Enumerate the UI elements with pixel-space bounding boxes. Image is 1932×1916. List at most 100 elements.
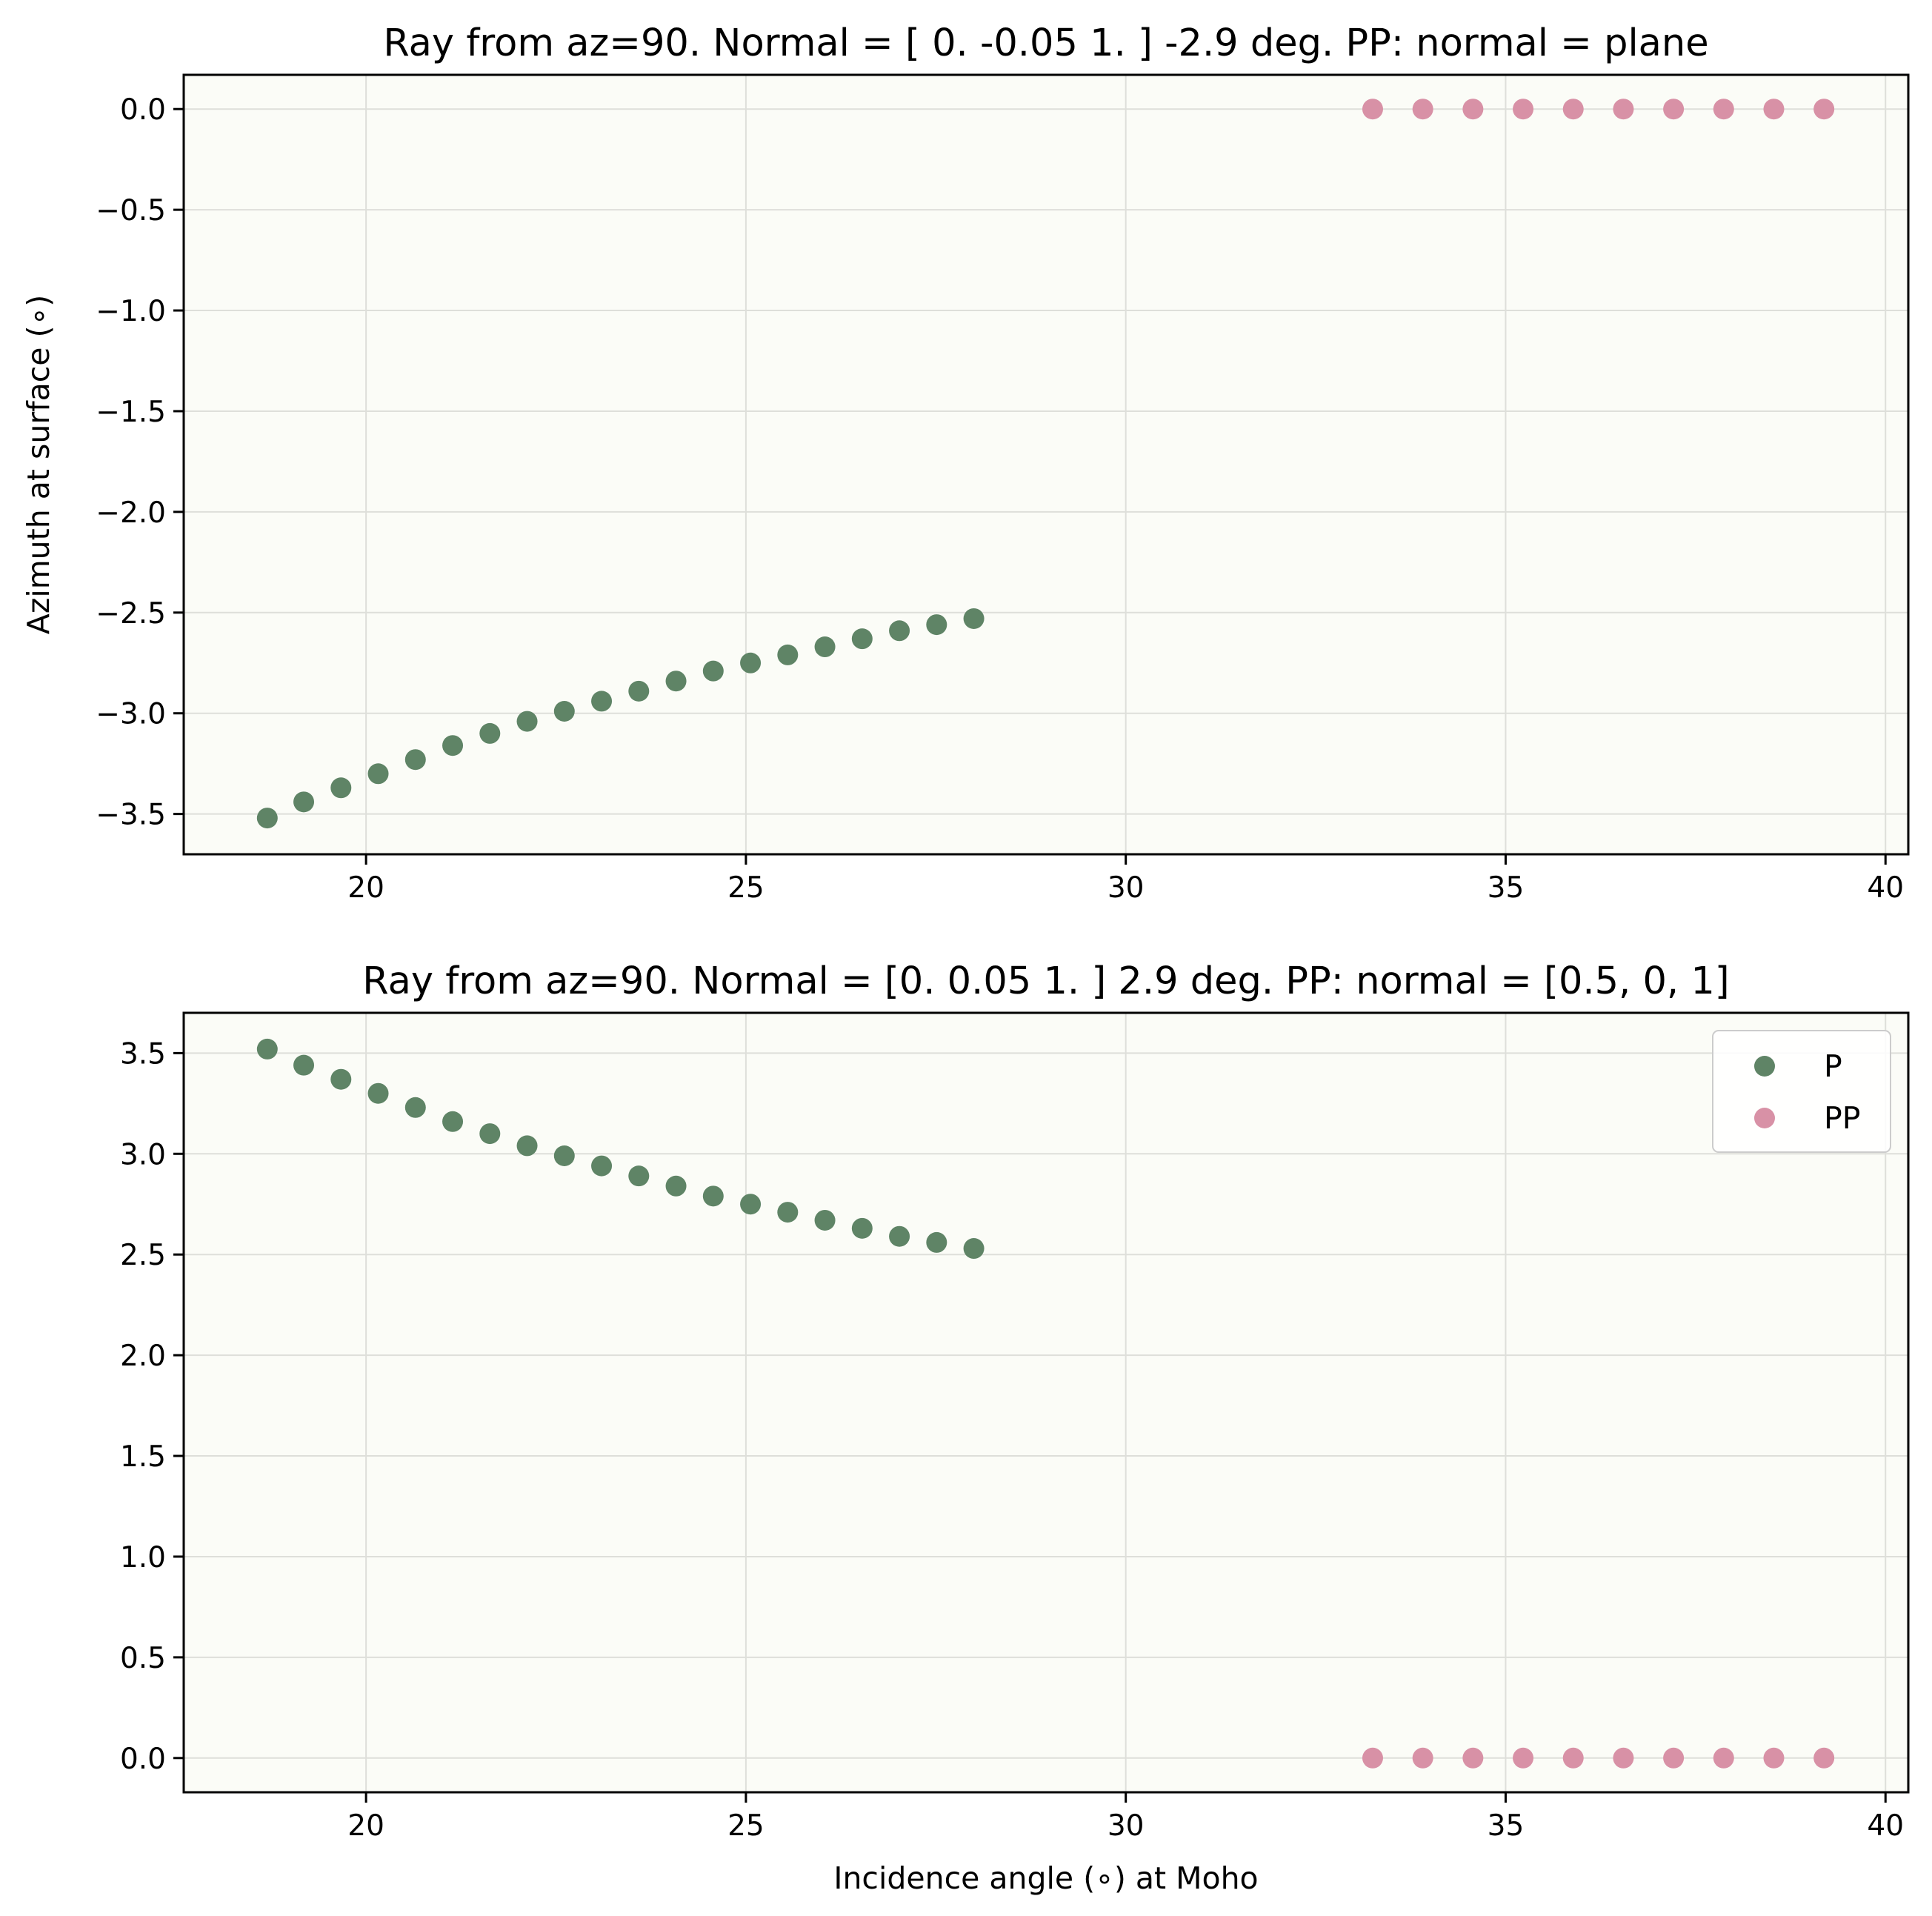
point-p (516, 1135, 538, 1157)
point-p (740, 1194, 762, 1215)
y-tick-label: 2.0 (120, 1340, 166, 1373)
y-tick-label: 1.0 (120, 1541, 166, 1574)
point-p (702, 1185, 724, 1207)
point-pp (1663, 1747, 1685, 1769)
x-tick-label: 30 (1107, 871, 1145, 905)
point-p (665, 671, 687, 692)
point-p (442, 735, 464, 756)
y-tick-label: −3.5 (96, 799, 166, 832)
point-pp (1763, 1747, 1785, 1769)
legend-marker-pp (1754, 1108, 1775, 1128)
y-tick-label: 2.5 (120, 1239, 166, 1272)
legend-marker-p (1754, 1056, 1775, 1077)
y-tick-label: 1.5 (120, 1440, 166, 1474)
point-p (665, 1175, 687, 1197)
point-p (889, 1225, 910, 1247)
point-p (851, 628, 873, 650)
point-p (293, 1054, 315, 1076)
point-pp (1462, 99, 1484, 120)
point-pp (1412, 99, 1433, 120)
y-tick-label: 0.5 (120, 1642, 166, 1675)
point-pp (1613, 1747, 1634, 1769)
point-pp (1562, 1747, 1584, 1769)
point-pp (1763, 99, 1785, 120)
point-p (330, 1068, 352, 1090)
point-pp (1713, 1747, 1734, 1769)
point-pp (1813, 99, 1835, 120)
point-p (702, 660, 724, 682)
point-p (740, 652, 762, 673)
point-pp (1362, 1747, 1383, 1769)
point-p (553, 700, 575, 722)
point-p (404, 1097, 426, 1118)
y-tick-label: −0.5 (96, 194, 166, 227)
point-pp (1713, 99, 1734, 120)
point-p (926, 1231, 947, 1253)
y-tick-label: 3.0 (120, 1138, 166, 1171)
x-tick-label: 20 (347, 871, 384, 905)
chart-title: Ray from az=90. Normal = [0. 0.05 1. ] 2… (362, 959, 1729, 1003)
point-pp (1813, 1747, 1835, 1769)
y-tick-label: 3.5 (120, 1037, 166, 1071)
point-pp (1613, 99, 1634, 120)
point-pp (1562, 99, 1584, 120)
point-pp (1513, 99, 1534, 120)
y-tick-label: −1.0 (96, 295, 166, 328)
point-p (963, 1238, 985, 1260)
point-p (814, 636, 836, 658)
point-p (628, 680, 650, 702)
legend-label-pp: PP (1824, 1100, 1860, 1136)
point-p (628, 1165, 650, 1187)
point-p (367, 1082, 389, 1104)
point-p (963, 608, 985, 629)
y-tick-label: −2.0 (96, 496, 166, 530)
point-p (256, 1038, 278, 1060)
point-p (256, 808, 278, 829)
legend-label-p: P (1824, 1048, 1842, 1084)
point-p (479, 1123, 501, 1145)
axes-frame (182, 1011, 1910, 1794)
y-tick-label: −2.5 (96, 597, 166, 631)
x-tick-label: 35 (1488, 871, 1525, 905)
point-p (330, 777, 352, 799)
point-pp (1412, 1747, 1433, 1769)
y-tick-label: 0.0 (120, 1743, 166, 1776)
point-pp (1462, 1747, 1484, 1769)
point-p (516, 711, 538, 732)
point-p (814, 1209, 836, 1231)
point-p (404, 749, 426, 771)
x-tick-label: 30 (1107, 1809, 1145, 1843)
plot-area-1 (184, 75, 1908, 854)
point-p (926, 614, 947, 636)
plot-area-2 (184, 1013, 1908, 1792)
x-tick-label: 20 (347, 1809, 384, 1843)
point-p (591, 1155, 613, 1177)
point-p (479, 722, 501, 744)
x-tick-label: 25 (727, 871, 765, 905)
y-tick-label: −3.0 (96, 698, 166, 731)
point-p (553, 1145, 575, 1167)
point-p (777, 644, 799, 665)
y-tick-label: 0.0 (120, 93, 166, 127)
point-p (442, 1111, 464, 1132)
y-axis-label: Azimuth at surface (∘) (21, 295, 56, 634)
x-tick-label: 25 (727, 1809, 765, 1843)
x-tick-label: 35 (1488, 1809, 1525, 1843)
point-p (591, 691, 613, 712)
point-p (889, 620, 910, 642)
y-tick-label: −1.5 (96, 396, 166, 429)
point-p (293, 791, 315, 813)
chart-title: Ray from az=90. Normal = [ 0. -0.05 1. ]… (383, 21, 1708, 65)
x-axis-label: Incidence angle (∘) at Moho (833, 1860, 1258, 1896)
axes-frame (182, 73, 1910, 856)
x-tick-label: 40 (1867, 1809, 1904, 1843)
point-p (777, 1202, 799, 1223)
point-p (367, 763, 389, 785)
point-pp (1513, 1747, 1534, 1769)
point-pp (1362, 99, 1383, 120)
legend (1712, 1030, 1891, 1153)
point-p (851, 1217, 873, 1239)
x-tick-label: 40 (1867, 871, 1904, 905)
point-pp (1663, 99, 1685, 120)
